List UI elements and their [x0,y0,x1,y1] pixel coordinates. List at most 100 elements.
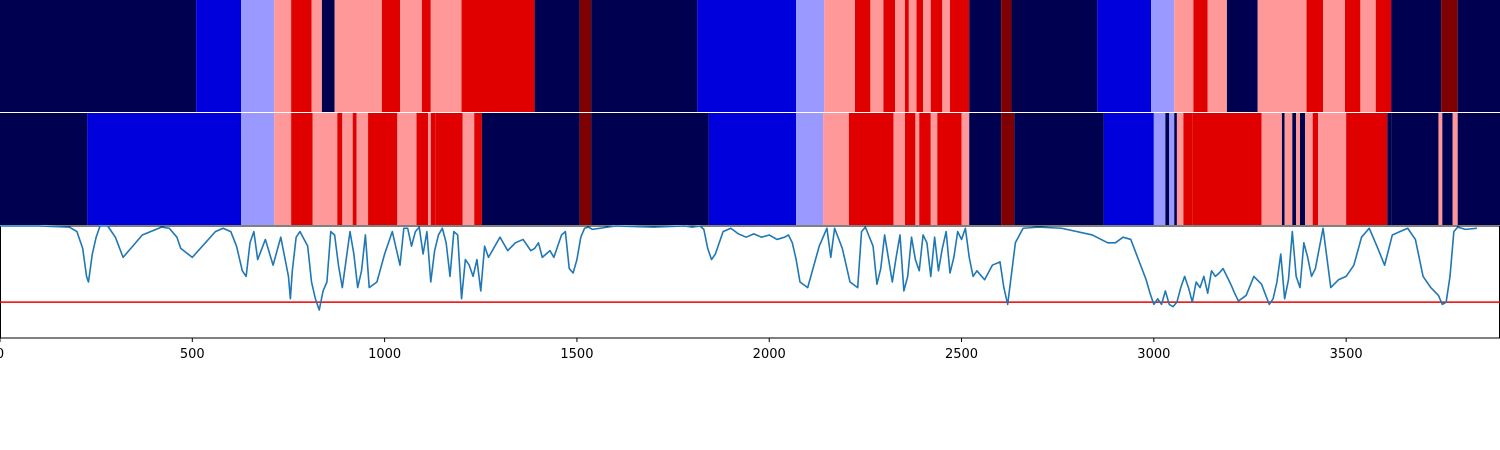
heatmap-cell [969,113,1002,225]
heatmap-cell [937,113,962,225]
heatmap-cell [1442,113,1453,225]
heatmap-cell [1261,113,1282,225]
heatmap-cell [1192,113,1262,225]
heatmap-cell [1284,113,1293,225]
heatmap-cell [241,113,275,225]
heatmap-cell [312,113,338,225]
heatmap-cell [1151,0,1175,112]
x-tick-label: 3000 [1137,347,1170,362]
heatmap-cell [919,113,931,225]
heatmap-cell [1360,0,1376,112]
heatmap-cell [905,113,916,225]
heatmap-cell [1292,113,1297,225]
heatmap-cell [1346,113,1388,225]
heatmap-cell [1323,0,1345,112]
heatmap-cell [969,0,1002,112]
heatmap-cell [930,0,943,112]
line-panel [0,225,1500,339]
x-tick-label: 3500 [1330,347,1363,362]
heatmap-cell [923,0,931,112]
heatmap-cell [461,0,535,112]
heatmap-cell [368,113,398,225]
heatmap-cell [421,0,431,112]
x-tick-label: 2500 [945,347,978,362]
heatmap-cell [1391,113,1439,225]
heatmap-cell [1176,113,1184,225]
heatmap-cell [1193,0,1208,112]
heatmap-cell [474,113,482,225]
heatmap-cell [1174,113,1177,225]
heatmap-cell [428,113,431,225]
heatmap-cell [1165,113,1170,225]
heatmap-cell [1318,113,1347,225]
heatmap-cell [352,113,357,225]
x-axis: 0 500 1000 1500 2000 2500 3000 3500 [0,338,1363,362]
heatmap-cell [870,0,884,112]
heatmap-cell [337,113,343,225]
heatmap-cell [591,113,709,225]
x-tick-label: 1000 [368,347,401,362]
heatmap-cell [356,113,369,225]
heatmap-cell [823,113,849,225]
heatmap-cell [895,0,905,112]
line-panel-frame [0,225,1500,339]
heatmap-cell [1257,0,1307,112]
heatmap-cell [1305,113,1313,225]
heatmap-cell [708,113,797,225]
heatmap-cell [416,113,429,225]
heatmap-cell [1183,113,1193,225]
heatmap-cell [0,113,88,225]
heatmap-cell [915,113,920,225]
heatmap-row-top [0,0,1500,112]
heatmap-cell [0,0,197,112]
heatmap-cell [291,0,312,112]
heatmap-cell [1296,113,1300,225]
heatmap-cell [291,113,313,225]
heatmap-cell [435,113,463,225]
heatmap-cell [824,0,855,112]
heatmap-cell [591,0,698,112]
heatmap-cell [1300,113,1305,225]
heatmap-cell [1441,0,1458,112]
heatmap-cell [796,113,824,225]
heatmap-cell [883,0,895,112]
heatmap-cell [1226,0,1258,112]
heatmap-cell [196,0,242,112]
x-tick-label: 0 [0,347,4,362]
heatmap-cell [1207,0,1227,112]
heatmap-cell [534,0,580,112]
heatmap-cell [342,113,353,225]
heatmap-cell [1306,0,1324,112]
heatmap-cell [1387,113,1392,225]
heatmap-cell [1457,113,1500,225]
heatmap-cell [1391,0,1442,112]
heatmap-cell [241,0,275,112]
heatmap-cell [1457,0,1500,112]
heatmap-cell [579,0,592,112]
heatmap-cell [1153,113,1166,225]
heatmap-cell [321,0,335,112]
heatmap-cell [1014,113,1104,225]
heatmap-cell [481,113,580,225]
heatmap-cell [1345,0,1361,112]
heatmap-cell [848,113,894,225]
heatmap-cell [950,0,970,112]
heatmap-cell [1375,0,1392,112]
series-line [0,225,1477,311]
x-tick-label: 1500 [560,347,593,362]
heatmap-cell [334,0,382,112]
x-tick-label: 2000 [753,347,786,362]
heatmap-cell [274,113,292,225]
heatmap-cell [1001,0,1012,112]
heatmap-cell [311,0,322,112]
heatmap-cell [430,113,436,225]
heatmap-cell [1452,113,1458,225]
heatmap-cell [930,113,938,225]
heatmap-cell [1174,0,1194,112]
heatmap-cell [1011,0,1098,112]
heatmap-cell [796,0,825,112]
heatmap-cell [579,113,592,225]
heatmap-cell [397,113,417,225]
heatmap-cell [908,0,917,112]
